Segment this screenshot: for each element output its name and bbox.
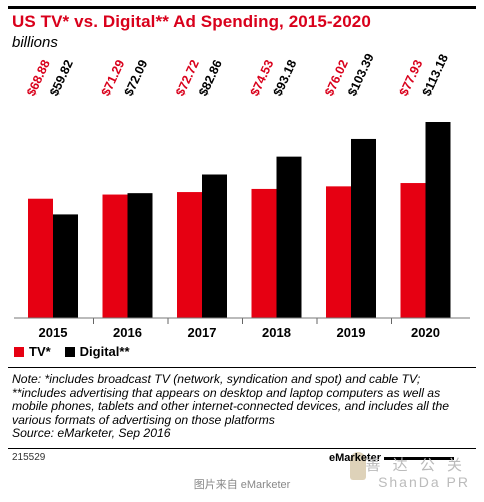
image-caption: 图片来自 eMarketer — [193, 479, 291, 491]
legend-item-digital: Digital** — [64, 344, 130, 359]
x-tick-2017: 2017 — [188, 325, 217, 340]
legend-swatch-tv — [14, 346, 24, 357]
legend-label-digital: Digital** — [79, 344, 130, 359]
bar-digital-2016 — [127, 193, 153, 318]
bar-tv-2017 — [177, 192, 202, 318]
x-tick-2016: 2016 — [113, 325, 142, 340]
chart-title: US TV* vs. Digital** Ad Spending, 2015-2… — [12, 12, 371, 31]
bar-digital-2020 — [425, 122, 451, 318]
legend-item-tv: TV* — [14, 344, 51, 359]
value-label-digital-2020: $113.18 — [420, 52, 452, 98]
watermark-en: ShanDa PR — [378, 474, 470, 490]
bar-tv-2018 — [251, 188, 277, 318]
x-tick-2018: 2018 — [262, 325, 291, 340]
legend-swatch-digital — [64, 346, 75, 357]
watermark-logo — [350, 452, 366, 480]
watermark-cn: 善 达 公 关 — [365, 457, 466, 474]
top-rule — [8, 6, 476, 9]
note-text: Note: *includes broadcast TV (network, s… — [12, 372, 450, 427]
divider-bottom — [8, 448, 476, 449]
x-tick-2019: 2019 — [337, 325, 366, 340]
chart-id: 215529 — [12, 452, 46, 463]
divider — [8, 367, 476, 368]
bar-digital-2017 — [202, 174, 227, 318]
bar-tv-2016 — [102, 194, 128, 318]
bar-chart: $68.88$59.822015$71.29$72.092016$72.72$8… — [14, 51, 470, 340]
x-tick-2015: 2015 — [39, 325, 68, 340]
brand-name: eMarketer — [329, 452, 381, 464]
bar-tv-2019 — [326, 186, 351, 318]
x-tick-2020: 2020 — [411, 325, 440, 340]
value-label-digital-2019: $103.39 — [345, 51, 377, 98]
bar-digital-2018 — [276, 156, 302, 318]
brand-logo: eMarketer — [329, 452, 454, 464]
bar-tv-2020 — [400, 183, 426, 318]
legend-label-tv: TV* — [29, 344, 51, 359]
legend: TV* Digital** — [14, 344, 144, 359]
bar-tv-2015 — [28, 198, 53, 318]
source-text: Source: eMarketer, Sep 2016 — [12, 426, 171, 441]
bar-digital-2015 — [53, 214, 78, 318]
chart-notes: Note: *includes broadcast TV (network, s… — [12, 372, 476, 441]
chart-subtitle: billions — [12, 34, 58, 51]
bar-digital-2019 — [351, 138, 376, 318]
